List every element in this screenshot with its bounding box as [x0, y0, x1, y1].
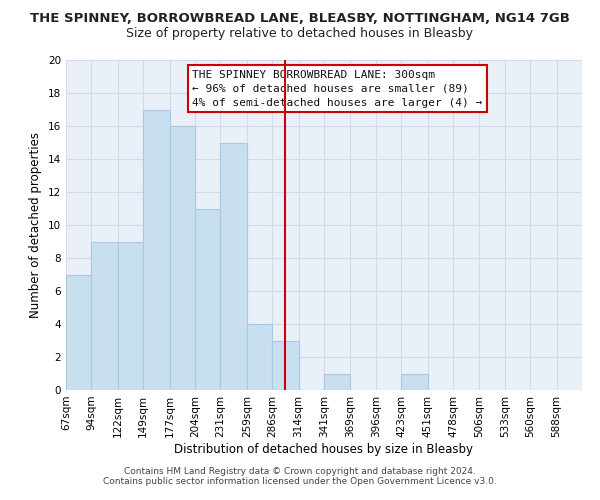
Bar	[247, 324, 272, 390]
Bar	[170, 126, 195, 390]
Text: THE SPINNEY, BORROWBREAD LANE, BLEASBY, NOTTINGHAM, NG14 7GB: THE SPINNEY, BORROWBREAD LANE, BLEASBY, …	[30, 12, 570, 26]
Bar	[195, 208, 220, 390]
Bar	[324, 374, 350, 390]
Text: Size of property relative to detached houses in Bleasby: Size of property relative to detached ho…	[127, 28, 473, 40]
Text: Contains HM Land Registry data © Crown copyright and database right 2024.: Contains HM Land Registry data © Crown c…	[124, 467, 476, 476]
Bar	[143, 110, 170, 390]
X-axis label: Distribution of detached houses by size in Bleasby: Distribution of detached houses by size …	[175, 442, 473, 456]
Bar	[118, 242, 143, 390]
Text: THE SPINNEY BORROWBREAD LANE: 300sqm
← 96% of detached houses are smaller (89)
4: THE SPINNEY BORROWBREAD LANE: 300sqm ← 9…	[193, 70, 482, 108]
Bar	[220, 142, 247, 390]
Bar	[272, 340, 299, 390]
Bar	[66, 274, 91, 390]
Text: Contains public sector information licensed under the Open Government Licence v3: Contains public sector information licen…	[103, 477, 497, 486]
Bar	[401, 374, 428, 390]
Y-axis label: Number of detached properties: Number of detached properties	[29, 132, 43, 318]
Bar	[91, 242, 118, 390]
